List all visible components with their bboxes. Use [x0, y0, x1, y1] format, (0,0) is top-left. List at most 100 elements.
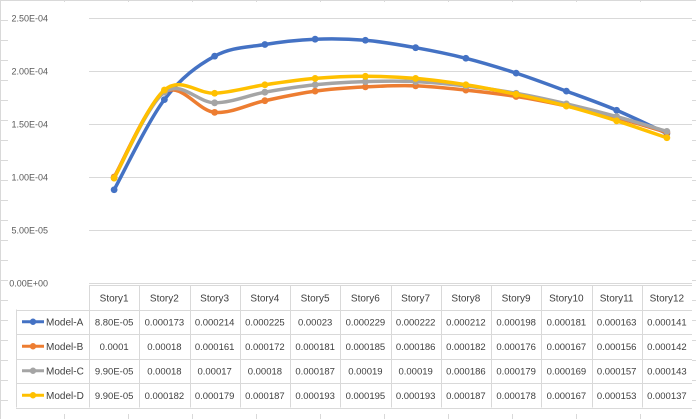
data-point-model-d[interactable] — [160, 86, 168, 94]
table-cell-value: 0.000181 — [547, 317, 587, 328]
data-point-model-b[interactable] — [311, 87, 319, 95]
legend-key-marker — [29, 318, 37, 325]
table-cell-value: 0.000182 — [145, 391, 185, 402]
table-cell-value: 0.000161 — [195, 342, 235, 353]
x-category-label: Story1 — [100, 293, 129, 304]
data-point-model-d[interactable] — [412, 75, 420, 82]
table-cell-value: 0.000141 — [647, 317, 687, 328]
table-cell-value: 0.000176 — [496, 342, 536, 353]
data-point-model-c[interactable] — [311, 81, 319, 89]
x-category-label: Story11 — [600, 293, 634, 304]
data-point-model-b[interactable] — [261, 97, 269, 105]
x-category-label: Story6 — [351, 293, 380, 304]
data-point-model-d[interactable] — [562, 102, 570, 110]
table-cell-value: 0.0001 — [100, 342, 129, 353]
data-point-model-d[interactable] — [211, 89, 219, 97]
series-line-model-c[interactable] — [112, 79, 669, 180]
data-point-model-a[interactable] — [261, 41, 269, 48]
y-tick-label: 0.00E+00 — [9, 279, 48, 289]
table-cell-value: 0.00018 — [248, 366, 282, 377]
table-cell-value: 0.000179 — [496, 366, 536, 377]
table-cell-value: 0.000187 — [245, 391, 285, 402]
data-point-model-d[interactable] — [110, 174, 118, 182]
table-cell-value: 8.80E-05 — [95, 317, 134, 328]
x-category-label: Story7 — [401, 293, 430, 304]
table-cell-value: 0.000222 — [396, 317, 436, 328]
legend-series-name: Model-D — [46, 391, 84, 402]
table-cell-value: 0.000142 — [647, 342, 687, 353]
data-point-model-a[interactable] — [110, 186, 118, 194]
x-category-label: Story4 — [250, 293, 279, 304]
data-point-model-a[interactable] — [613, 106, 621, 114]
table-cell-value: 0.00018 — [147, 366, 181, 377]
legend-series-name: Model-A — [46, 317, 84, 328]
table-cell-value: 0.000187 — [295, 366, 335, 377]
legend-series-name: Model-C — [46, 366, 84, 377]
x-category-label: Story3 — [200, 293, 229, 304]
data-point-model-a[interactable] — [361, 36, 369, 44]
data-point-model-c[interactable] — [211, 99, 219, 107]
data-point-model-a[interactable] — [462, 54, 470, 62]
table-cell-value: 0.000181 — [295, 342, 335, 353]
x-category-label: Story9 — [502, 293, 531, 304]
x-category-label: Story5 — [301, 293, 330, 304]
table-cell-value: 0.000185 — [346, 342, 386, 353]
data-point-model-b[interactable] — [361, 83, 369, 91]
series-line-model-d[interactable] — [112, 74, 669, 180]
data-point-model-d[interactable] — [311, 75, 319, 82]
legend-key-marker — [29, 343, 37, 350]
x-category-label: Story12 — [650, 293, 685, 304]
table-cell-value: 0.000182 — [446, 342, 486, 353]
table-cell-value: 0.000156 — [597, 342, 637, 353]
data-point-model-b[interactable] — [211, 108, 219, 116]
table-cell-value: 0.00023 — [298, 317, 332, 328]
data-point-model-d[interactable] — [613, 117, 621, 125]
data-point-model-a[interactable] — [412, 44, 420, 52]
y-tick-label: 5.00E-05 — [11, 226, 48, 236]
data-point-model-d[interactable] — [663, 134, 671, 142]
x-category-label: Story10 — [549, 293, 584, 304]
data-point-model-d[interactable] — [361, 72, 369, 80]
data-point-model-c[interactable] — [361, 78, 369, 85]
table-cell-value: 0.000172 — [245, 342, 285, 353]
table-cell-value: 0.000137 — [647, 391, 687, 402]
chart-canvas: 0.00E+00 5.00E-05 1.00E-04 1.50E-04 2.00E-04… — [9, 14, 693, 409]
line-chart[interactable]: 0.00E+00 5.00E-05 1.00E-04 1.50E-04 2.00E-04… — [8, 2, 693, 414]
data-point-model-a[interactable] — [160, 96, 168, 104]
table-cell-value: 0.000214 — [195, 317, 235, 328]
y-tick-label: 1.00E-04 — [11, 173, 48, 183]
table-cell-value: 0.000212 — [446, 317, 486, 328]
y-tick-label: 2.00E-04 — [11, 67, 48, 77]
data-point-model-c[interactable] — [261, 88, 269, 96]
table-cell-value: 0.000229 — [346, 317, 386, 328]
data-point-model-d[interactable] — [512, 90, 520, 98]
table-cell-value: 0.00019 — [348, 366, 382, 377]
table-cell-value: 0.000143 — [647, 366, 687, 377]
table-cell-value: 0.00019 — [398, 366, 432, 377]
table-cell-value: 9.90E-05 — [95, 391, 134, 402]
table-cell-value: 0.00018 — [147, 342, 181, 353]
x-category-label: Story2 — [150, 293, 179, 304]
table-cell-value: 0.000167 — [547, 342, 587, 353]
table-cell-value: 0.00017 — [197, 366, 231, 377]
data-point-model-a[interactable] — [211, 52, 219, 60]
data-point-model-a[interactable] — [311, 35, 319, 43]
y-tick-label: 1.50E-04 — [11, 120, 48, 130]
data-point-model-a[interactable] — [562, 87, 570, 95]
table-cell-value: 0.000186 — [446, 366, 486, 377]
data-point-model-d[interactable] — [261, 81, 269, 89]
table-cell-value: 9.90E-05 — [95, 366, 134, 377]
table-cell-value: 0.000193 — [396, 391, 436, 402]
table-cell-value: 0.000179 — [195, 391, 235, 402]
table-cell-value: 0.000225 — [245, 317, 285, 328]
table-cell-value: 0.000198 — [496, 317, 536, 328]
table-cell-value: 0.000186 — [396, 342, 436, 353]
data-point-model-a[interactable] — [512, 69, 520, 77]
data-point-model-d[interactable] — [462, 81, 470, 89]
data-point-model-c[interactable] — [663, 128, 671, 135]
table-cell-value: 0.000169 — [547, 366, 587, 377]
table-cell-value: 0.000173 — [145, 317, 185, 328]
table-cell-value: 0.000193 — [295, 391, 335, 402]
series-line-model-a[interactable] — [112, 37, 669, 192]
legend-series-name: Model-B — [46, 342, 84, 353]
